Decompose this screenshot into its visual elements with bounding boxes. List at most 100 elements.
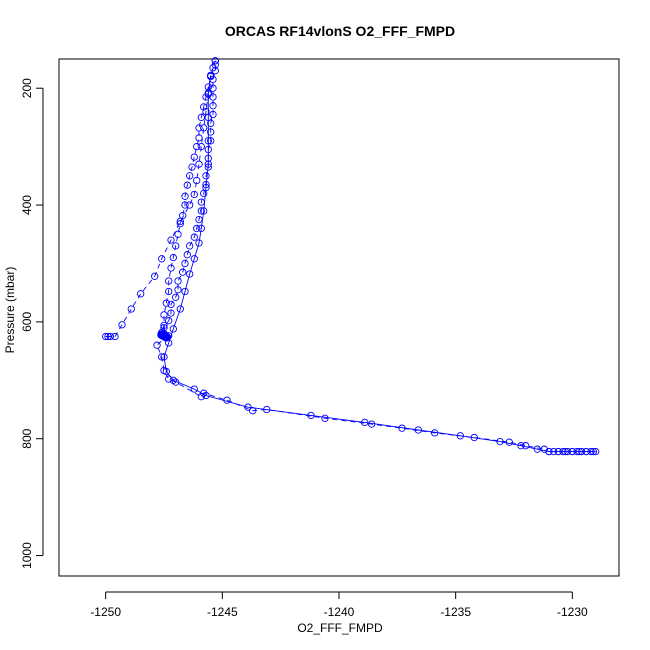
data-point (169, 376, 177, 384)
data-point (244, 403, 252, 411)
data-point (181, 287, 189, 296)
data-point (172, 378, 180, 386)
series-1 (158, 57, 219, 340)
data-point (176, 220, 184, 228)
data-point (540, 445, 548, 453)
x-tick-label: -1240 (324, 605, 355, 619)
data-point (456, 432, 464, 440)
data-point (195, 124, 203, 132)
data-point (204, 160, 212, 168)
data-point (568, 447, 576, 456)
data-point (204, 113, 212, 122)
data-point (193, 224, 201, 233)
data-point (533, 445, 541, 453)
data-point (207, 137, 215, 145)
series-0 (153, 57, 600, 456)
data-point (118, 321, 126, 329)
x-tick-label: -1245 (207, 605, 238, 619)
data-point (193, 176, 201, 185)
data-point (202, 183, 210, 192)
data-point (414, 426, 422, 434)
data-point (162, 299, 170, 307)
data-point (174, 230, 182, 238)
data-point (165, 317, 173, 325)
data-point (151, 272, 159, 280)
data-point (186, 242, 194, 250)
x-tick-label: -1235 (440, 605, 471, 619)
data-point (106, 332, 114, 341)
series-line (156, 60, 596, 453)
y-tick-label: 800 (20, 428, 34, 448)
series-2 (102, 71, 215, 341)
data-point (307, 411, 315, 420)
data-point (204, 90, 212, 98)
data-point (160, 321, 168, 330)
data-point (169, 253, 177, 262)
series-layer (102, 57, 600, 456)
data-point (167, 264, 175, 272)
data-point (172, 242, 180, 250)
data-point (183, 251, 191, 259)
data-point (207, 71, 215, 80)
data-point (582, 447, 590, 456)
data-point (190, 255, 198, 263)
data-point (172, 293, 180, 301)
data-point (190, 190, 198, 199)
data-point (202, 391, 210, 400)
data-point (162, 367, 170, 376)
data-point (361, 418, 369, 427)
x-axis-label: O2_FFF_FMPD (297, 621, 383, 635)
data-point (200, 124, 208, 132)
y-tick-label: 600 (20, 312, 34, 332)
data-point (190, 153, 198, 161)
data-point (190, 233, 198, 241)
data-point (186, 172, 194, 180)
data-point (111, 332, 119, 341)
data-point (186, 201, 194, 209)
data-point (137, 290, 145, 298)
data-point (181, 259, 189, 268)
data-point (160, 311, 168, 319)
y-axis: 200 400 600 800 1000 (20, 78, 44, 569)
data-point (207, 128, 215, 136)
data-point (561, 447, 569, 456)
data-point (554, 447, 562, 456)
data-point (211, 57, 219, 65)
y-tick-label: 1000 (20, 542, 34, 569)
data-point (321, 414, 329, 422)
data-point (195, 239, 203, 247)
data-point (197, 113, 205, 122)
data-point (104, 332, 112, 341)
data-point (167, 309, 175, 317)
data-point (197, 207, 205, 215)
data-point (197, 393, 205, 401)
data-point (197, 142, 205, 151)
data-point (195, 160, 203, 168)
data-point (186, 270, 194, 278)
plot-frame (58, 58, 620, 577)
data-point (202, 172, 210, 180)
data-point (158, 353, 166, 361)
series-4 (157, 330, 171, 342)
data-point (190, 385, 198, 393)
data-point (159, 330, 169, 340)
data-point (197, 224, 205, 233)
data-point (158, 255, 166, 263)
data-point (176, 217, 184, 226)
data-point (167, 236, 175, 244)
series-line (163, 75, 594, 453)
data-point (153, 341, 161, 349)
data-point (209, 84, 217, 92)
data-point (127, 305, 135, 313)
data-point (169, 325, 177, 333)
x-axis: -1250 -1245 -1240 -1235 -1230 (90, 591, 588, 619)
y-tick-label: 400 (20, 195, 34, 215)
data-point (575, 447, 583, 456)
data-point (174, 286, 182, 294)
series-line (161, 60, 216, 337)
data-point (167, 300, 175, 309)
data-point (102, 332, 110, 341)
series-line (105, 75, 212, 337)
